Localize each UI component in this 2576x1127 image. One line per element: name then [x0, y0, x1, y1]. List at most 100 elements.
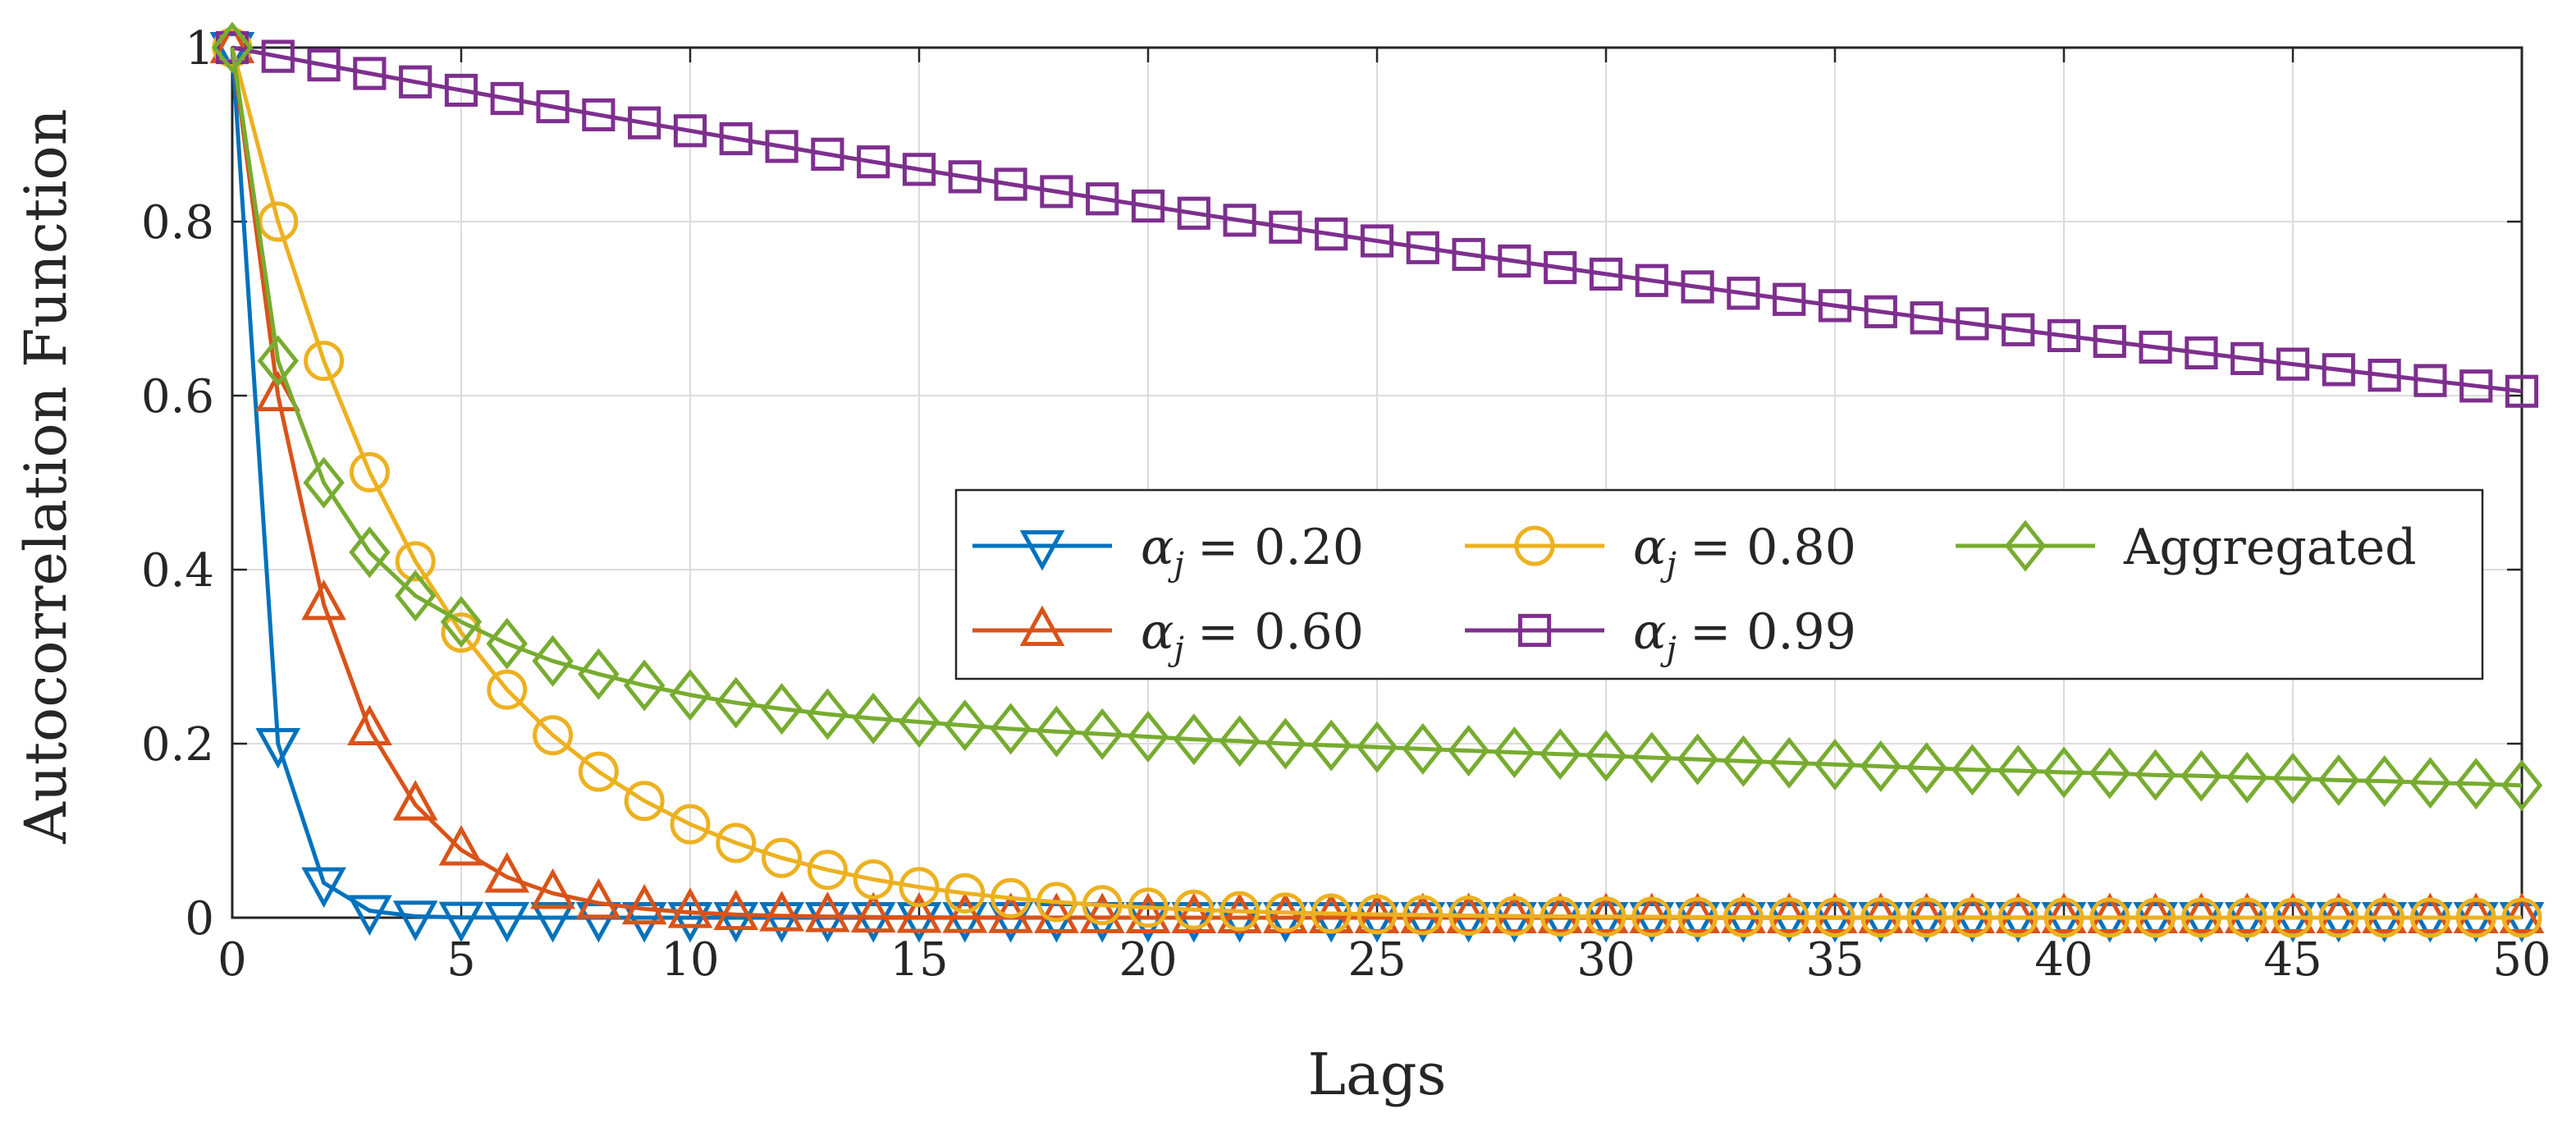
data-point — [716, 822, 757, 864]
data-point — [2409, 757, 2451, 809]
data-point — [1723, 735, 1764, 787]
data-point — [1956, 307, 1989, 341]
data-point — [1360, 224, 1394, 258]
data-point — [1498, 244, 1531, 278]
data-point — [1308, 902, 1354, 943]
data-point — [994, 167, 1027, 201]
data-point — [2408, 902, 2453, 943]
data-point — [762, 837, 803, 878]
data-point — [532, 635, 574, 687]
data-point — [1265, 892, 1306, 933]
data-point — [301, 579, 346, 621]
data-point — [2499, 892, 2545, 933]
legend-label: αj = 0.99 — [1633, 603, 1856, 668]
legend-marker — [1517, 613, 1552, 648]
legend-label: αj = 0.60 — [1141, 603, 1364, 668]
data-point — [1269, 210, 1302, 244]
data-point — [852, 692, 895, 744]
data-point — [1537, 902, 1583, 943]
data-point — [759, 891, 804, 932]
data-point — [484, 901, 530, 943]
y-tick-label: 0.2 — [141, 718, 214, 772]
data-point — [667, 902, 713, 943]
data-point — [1814, 897, 1855, 938]
data-point — [2499, 902, 2545, 943]
data-series — [209, 21, 2545, 943]
y-tick-label: 0 — [185, 892, 214, 946]
data-point — [2089, 747, 2131, 799]
data-point — [1904, 892, 1949, 933]
data-point — [2459, 369, 2493, 403]
data-point — [1034, 902, 1079, 943]
data-point — [853, 859, 894, 900]
data-point — [805, 902, 850, 943]
legend-marker — [1019, 605, 1065, 646]
data-point — [2501, 759, 2543, 812]
data-point — [1400, 902, 1446, 943]
data-point — [2409, 897, 2450, 938]
data-point — [1997, 744, 2039, 797]
data-point — [1950, 902, 1995, 943]
data-point — [1997, 897, 2038, 938]
data-point — [1950, 892, 1995, 933]
data-point — [211, 21, 254, 74]
data-point — [2505, 374, 2539, 408]
data-point — [1721, 902, 1766, 943]
data-point — [2087, 902, 2133, 943]
data-point — [1034, 892, 1079, 933]
data-point — [1860, 740, 1902, 793]
data-point — [1629, 892, 1675, 933]
data-point — [1766, 892, 1812, 933]
data-point — [1589, 257, 1623, 291]
legend-entry-0: αj = 0.20 — [972, 519, 1364, 584]
data-point — [1131, 189, 1165, 223]
data-point — [628, 106, 661, 140]
data-point — [1812, 902, 1858, 943]
data-point — [850, 891, 896, 933]
data-point — [2318, 897, 2359, 938]
data-point — [2226, 751, 2268, 804]
data-point — [2180, 897, 2221, 938]
data-point — [1315, 218, 1348, 251]
data-point — [1036, 705, 1078, 758]
data-point — [1906, 742, 1947, 795]
data-point — [2272, 897, 2313, 938]
series-3 — [215, 30, 2539, 408]
data-point — [1675, 902, 1720, 943]
data-point — [1537, 892, 1583, 933]
data-point — [2501, 897, 2542, 938]
data-point — [1681, 270, 1714, 304]
data-point — [1081, 708, 1123, 760]
legend: αj = 0.20 αj = 0.60 αj = 0.80 αj = 0.99 Aggregat… — [954, 488, 2484, 680]
data-point — [1086, 182, 1119, 216]
data-point — [621, 883, 667, 925]
data-point — [2316, 892, 2362, 933]
data-point — [1402, 722, 1444, 775]
data-point — [578, 751, 619, 792]
data-point — [1677, 733, 1718, 786]
data-point — [395, 541, 436, 582]
data-point — [392, 900, 438, 941]
data-point — [1812, 892, 1858, 933]
data-point — [1951, 897, 1993, 938]
data-point — [1585, 730, 1627, 782]
data-point — [1177, 196, 1210, 230]
data-point — [533, 715, 574, 756]
data-point — [1951, 744, 1993, 796]
x-axis-label: Lags — [1308, 1041, 1447, 1108]
legend-label: αj = 0.20 — [1141, 519, 1364, 584]
data-point — [713, 902, 759, 943]
data-point — [1357, 894, 1398, 935]
data-point — [2272, 752, 2314, 804]
data-point — [301, 867, 346, 909]
data-point — [307, 48, 341, 82]
data-point — [1040, 175, 1073, 208]
data-point — [1910, 301, 1943, 335]
data-point — [807, 850, 848, 891]
data-point — [2317, 754, 2360, 807]
data-point — [1263, 902, 1308, 943]
y-tick-label: 0.4 — [141, 544, 214, 598]
data-point — [2455, 758, 2497, 810]
data-point — [1217, 902, 1262, 943]
data-point — [1082, 885, 1123, 926]
